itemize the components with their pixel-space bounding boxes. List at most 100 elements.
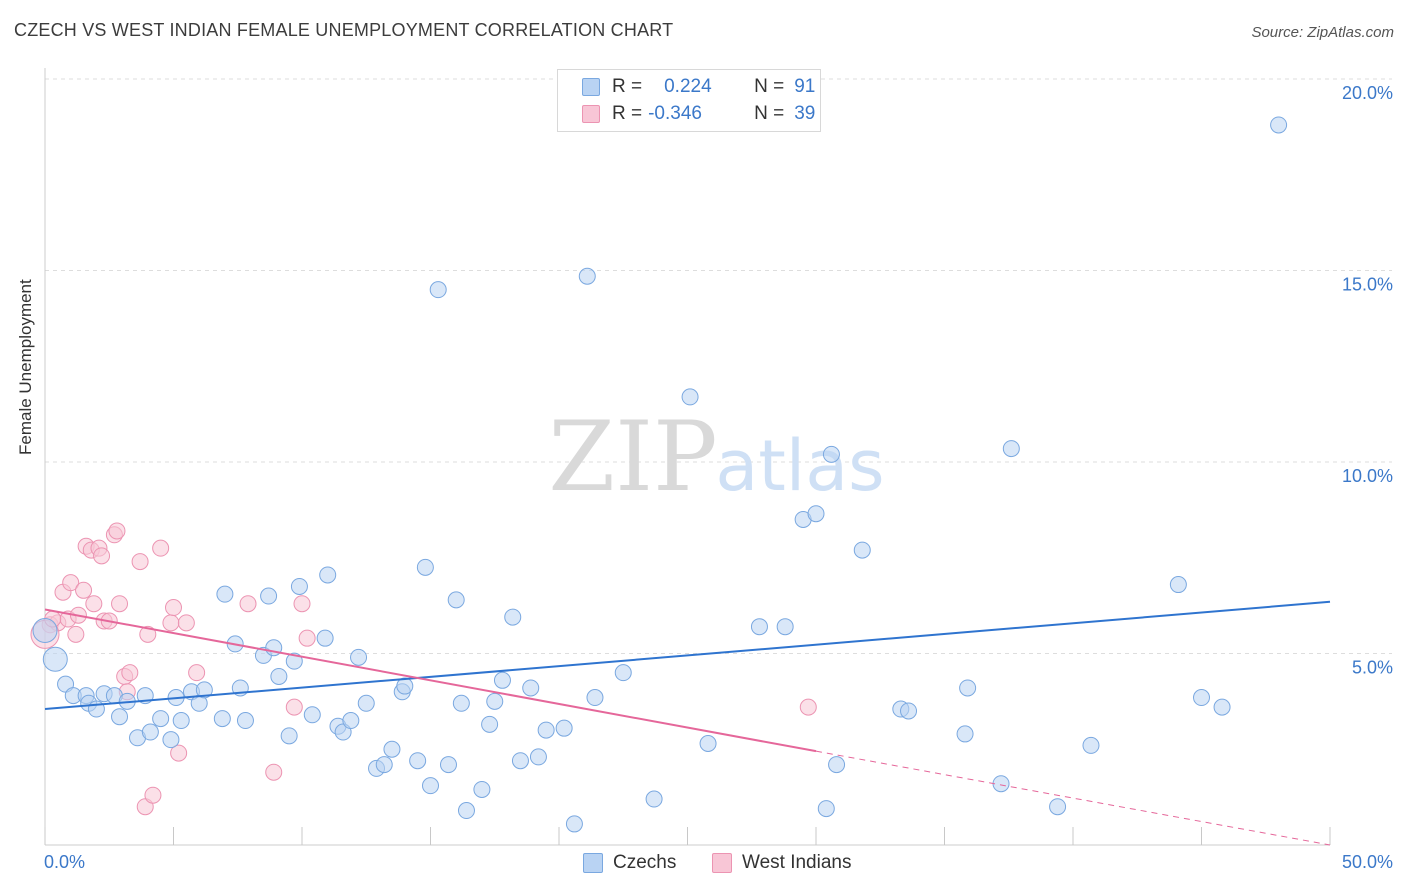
czechs-trend-line xyxy=(44,600,1331,711)
west-indians-point xyxy=(144,786,162,804)
czechs-points xyxy=(32,116,1288,833)
series-legend: Czechs West Indians xyxy=(0,852,1406,878)
czechs-point xyxy=(357,694,375,712)
west-indians-point xyxy=(85,595,103,613)
czechs-point xyxy=(213,710,231,728)
czechs-point xyxy=(111,708,129,726)
y-tick-label: 15.0% xyxy=(1342,275,1393,295)
czechs-point xyxy=(493,671,511,689)
west-indians-point xyxy=(162,614,180,632)
czechs-point xyxy=(614,664,632,682)
czechs-point xyxy=(383,740,401,758)
west-indians-point xyxy=(67,625,85,643)
czechs-point xyxy=(1193,689,1210,707)
czechs-point xyxy=(822,445,840,463)
west-indians-trend-line xyxy=(44,608,817,753)
czechs-point xyxy=(511,752,529,770)
czechs-legend-swatch xyxy=(583,853,603,873)
czechs-point xyxy=(1213,698,1231,716)
czechs-point xyxy=(828,756,846,774)
czechs-point xyxy=(285,652,303,670)
trend-layer xyxy=(44,600,1331,846)
axes-layer xyxy=(44,68,1331,846)
y-tick-labels: 5.0% 10.0% 15.0% 20.0% xyxy=(1342,83,1393,678)
legend-row-west-indians: R = -0.346 N = 39 xyxy=(582,102,815,126)
czechs-point xyxy=(473,780,491,798)
west-indians-point xyxy=(131,553,149,571)
czechs-point xyxy=(429,281,447,299)
chart-title: CZECH VS WEST INDIAN FEMALE UNEMPLOYMENT… xyxy=(14,20,674,40)
czechs-point xyxy=(375,756,393,774)
west-indians-point xyxy=(239,595,257,613)
czechs-point xyxy=(900,702,918,720)
czechs-point xyxy=(260,587,278,605)
czechs-point xyxy=(195,681,213,699)
correlation-legend: R = 0.224 N = 91 R = -0.346 N = 39 xyxy=(557,69,821,132)
czechs-r-label: R = xyxy=(612,76,643,97)
czechs-legend-label: Czechs xyxy=(613,852,677,873)
y-tick-label: 10.0% xyxy=(1342,466,1393,486)
czechs-point xyxy=(216,585,234,603)
czechs-point xyxy=(1082,736,1100,754)
czechs-point xyxy=(162,731,180,749)
czechs-r-value: 0.224 xyxy=(664,76,712,97)
west-indians-point xyxy=(62,574,80,592)
czechs-point xyxy=(319,566,337,584)
czechs-point xyxy=(578,267,596,285)
czechs-point xyxy=(416,558,434,576)
czechs-point xyxy=(457,802,475,820)
czechs-point xyxy=(1002,440,1020,458)
czechs-point xyxy=(681,388,699,406)
west-indians-point xyxy=(799,698,817,716)
legend-item-west-indians[interactable]: West Indians xyxy=(712,852,851,874)
west-indians-point xyxy=(139,625,157,643)
czechs-point xyxy=(565,815,583,833)
czechs-point xyxy=(750,618,768,636)
y-tick-label: 5.0% xyxy=(1352,658,1393,678)
watermark: ZIP atlas xyxy=(548,401,884,513)
y-axis-label: Female Unemployment xyxy=(16,279,35,455)
west-indians-swatch xyxy=(582,105,600,123)
czechs-point xyxy=(152,710,170,728)
legend-row-czechs: R = 0.224 N = 91 xyxy=(582,75,815,99)
west-indians-n-label: N = xyxy=(754,103,785,124)
czechs-point xyxy=(1169,576,1187,594)
czechs-point xyxy=(481,715,499,733)
czechs-point xyxy=(422,777,439,795)
west-indians-point xyxy=(285,698,303,716)
czechs-point xyxy=(316,629,334,647)
czechs-point xyxy=(141,723,159,741)
west-indians-r-label: R = xyxy=(612,103,643,124)
czechs-point xyxy=(409,752,427,770)
czechs-point xyxy=(342,712,360,730)
czechs-point xyxy=(645,790,663,808)
czechs-point xyxy=(280,727,298,745)
legend-item-czechs[interactable]: Czechs xyxy=(583,852,676,874)
czechs-point xyxy=(1270,116,1288,134)
source-label: Source: ZipAtlas.com xyxy=(1251,24,1394,41)
czechs-n-value: 91 xyxy=(794,76,816,97)
czechs-point xyxy=(555,719,573,737)
czechs-point xyxy=(992,775,1010,793)
west-indians-point xyxy=(188,664,206,682)
czechs-point xyxy=(1049,798,1067,816)
west-indians-point xyxy=(177,614,195,632)
west-indians-point xyxy=(121,664,139,682)
czechs-point xyxy=(236,712,254,730)
czechs-point xyxy=(486,692,504,710)
czechs-point xyxy=(447,591,465,609)
x-axis-max-label: 50.0% xyxy=(1341,852,1393,872)
west-indians-point xyxy=(165,599,182,617)
czechs-point xyxy=(270,667,288,685)
west-indians-point xyxy=(111,595,129,613)
west-indians-point xyxy=(170,744,188,762)
czechs-point xyxy=(817,800,835,818)
grid-layer xyxy=(45,78,1392,654)
czechs-point xyxy=(959,679,977,697)
czechs-point xyxy=(350,648,368,666)
czechs-swatch xyxy=(582,78,600,96)
west-indians-legend-swatch xyxy=(712,853,732,873)
west-indians-point xyxy=(298,629,316,647)
czechs-n-label: N = xyxy=(754,76,785,97)
